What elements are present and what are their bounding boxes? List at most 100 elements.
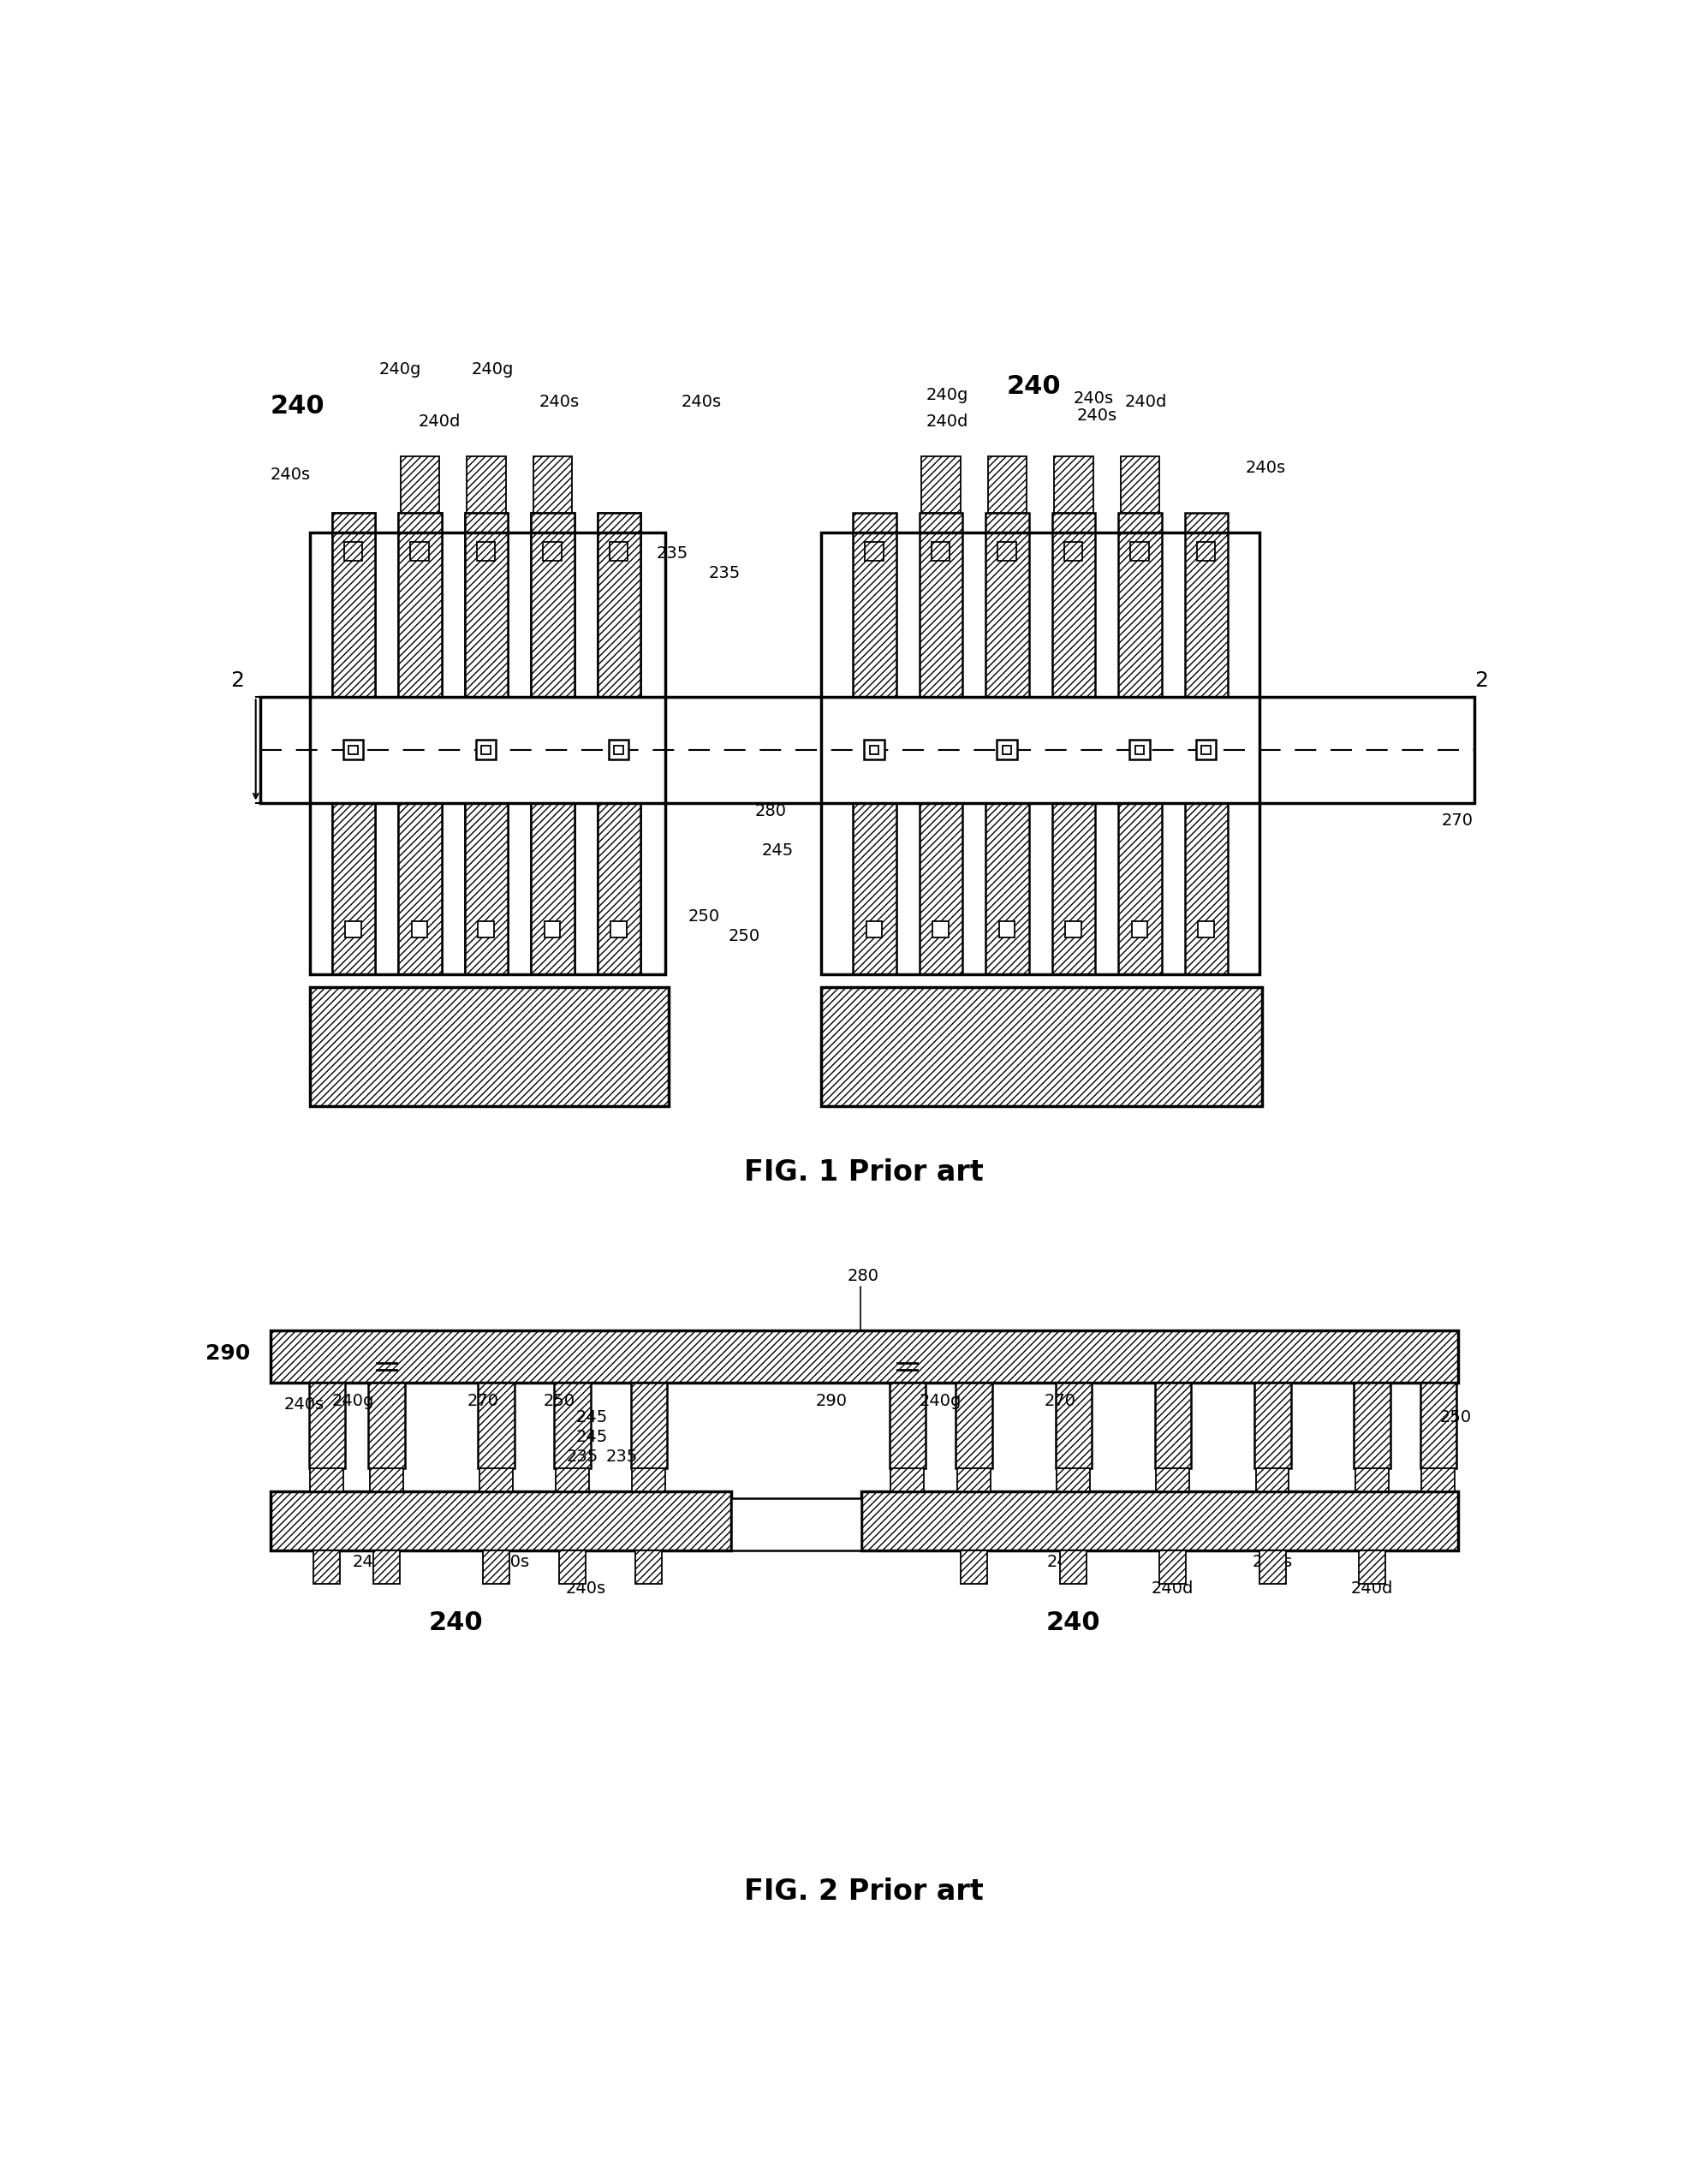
Text: 2: 2 <box>1474 670 1488 690</box>
Text: 250: 250 <box>728 928 760 943</box>
Bar <box>635 1551 662 1583</box>
Bar <box>479 1468 512 1492</box>
Bar <box>369 1382 404 1468</box>
Text: 240g: 240g <box>332 1393 374 1409</box>
Text: 240g: 240g <box>472 360 514 378</box>
Bar <box>310 1468 344 1492</box>
Text: 240s: 240s <box>283 1396 324 1413</box>
Text: 235: 235 <box>657 546 689 561</box>
Bar <box>598 513 640 974</box>
Bar <box>1121 456 1159 513</box>
Bar <box>1065 922 1082 937</box>
Text: 270: 270 <box>1442 812 1473 828</box>
Text: 235: 235 <box>708 566 740 581</box>
Bar <box>1420 1382 1458 1468</box>
Bar <box>1185 513 1228 974</box>
Text: 240s: 240s <box>1245 461 1286 476</box>
Text: 250: 250 <box>543 1393 575 1409</box>
Text: 240g: 240g <box>927 387 969 404</box>
Bar <box>554 1382 591 1468</box>
Bar <box>1159 1551 1186 1583</box>
Bar <box>1051 513 1095 974</box>
Bar <box>1355 1468 1388 1492</box>
Text: 240: 240 <box>430 1610 484 1636</box>
Bar <box>344 740 364 760</box>
Bar <box>371 1468 403 1492</box>
Bar <box>999 922 1014 937</box>
Bar <box>465 513 507 974</box>
Text: 250: 250 <box>1439 1409 1471 1426</box>
Bar <box>532 456 573 513</box>
Bar <box>1201 745 1210 753</box>
Text: 2: 2 <box>231 670 244 690</box>
Bar <box>411 922 428 937</box>
Bar <box>598 513 640 974</box>
Text: 240s: 240s <box>566 1581 605 1597</box>
Bar <box>1003 745 1011 753</box>
Bar <box>401 456 440 513</box>
Bar <box>261 697 1474 804</box>
Bar <box>957 1468 991 1492</box>
Bar <box>332 513 376 974</box>
Bar <box>1060 1551 1087 1583</box>
Bar <box>477 542 495 561</box>
Text: 240s: 240s <box>681 393 721 411</box>
Bar <box>1056 1468 1090 1492</box>
Text: 235: 235 <box>607 1448 639 1465</box>
Bar <box>544 922 561 937</box>
Bar <box>411 542 430 561</box>
Bar <box>932 542 950 561</box>
Text: 240g: 240g <box>920 1393 962 1409</box>
Bar <box>610 542 629 561</box>
Bar <box>1254 1382 1291 1468</box>
Text: 240s: 240s <box>539 393 580 411</box>
Bar <box>1422 1468 1454 1492</box>
Bar <box>1063 542 1082 561</box>
Bar <box>467 456 506 513</box>
Text: 245: 245 <box>748 762 780 780</box>
Text: 290: 290 <box>206 1343 251 1363</box>
Bar <box>731 1498 861 1551</box>
Bar <box>613 745 623 753</box>
Bar <box>1055 456 1094 513</box>
Bar <box>313 1551 340 1583</box>
Text: 240s: 240s <box>1252 1555 1292 1570</box>
Text: 240s: 240s <box>1046 1555 1087 1570</box>
Text: 240d: 240d <box>1351 1581 1393 1597</box>
Bar <box>531 513 575 974</box>
Bar <box>891 1468 923 1492</box>
Text: 240s: 240s <box>270 467 310 483</box>
Text: 240g: 240g <box>379 360 421 378</box>
Bar <box>998 740 1016 760</box>
Bar <box>465 513 507 974</box>
Bar <box>632 1468 666 1492</box>
Bar <box>932 922 949 937</box>
Text: 280: 280 <box>755 804 787 819</box>
Bar <box>482 745 490 753</box>
Text: 240d: 240d <box>352 1555 394 1570</box>
Bar <box>986 513 1030 974</box>
Bar <box>630 1382 667 1468</box>
Text: 240d: 240d <box>1126 393 1168 411</box>
Text: 240d: 240d <box>927 413 969 430</box>
Text: 240d: 240d <box>1151 1581 1195 1597</box>
Bar <box>922 456 960 513</box>
Bar <box>482 1551 509 1583</box>
Text: 270: 270 <box>467 1393 499 1409</box>
Bar <box>869 745 880 753</box>
Text: 240: 240 <box>270 393 325 419</box>
Text: 240s: 240s <box>1073 391 1114 406</box>
Bar <box>861 1492 1458 1551</box>
Text: 245: 245 <box>762 843 794 858</box>
Bar <box>1129 740 1149 760</box>
Bar <box>556 1468 588 1492</box>
Bar <box>890 1382 927 1468</box>
Bar <box>955 1382 992 1468</box>
Text: 240d: 240d <box>418 413 460 430</box>
Text: 245: 245 <box>576 1409 608 1426</box>
Bar <box>608 740 629 760</box>
Text: 280: 280 <box>848 1267 880 1284</box>
Bar <box>531 513 575 974</box>
Text: 240: 240 <box>1006 373 1060 400</box>
Bar <box>372 1551 399 1583</box>
